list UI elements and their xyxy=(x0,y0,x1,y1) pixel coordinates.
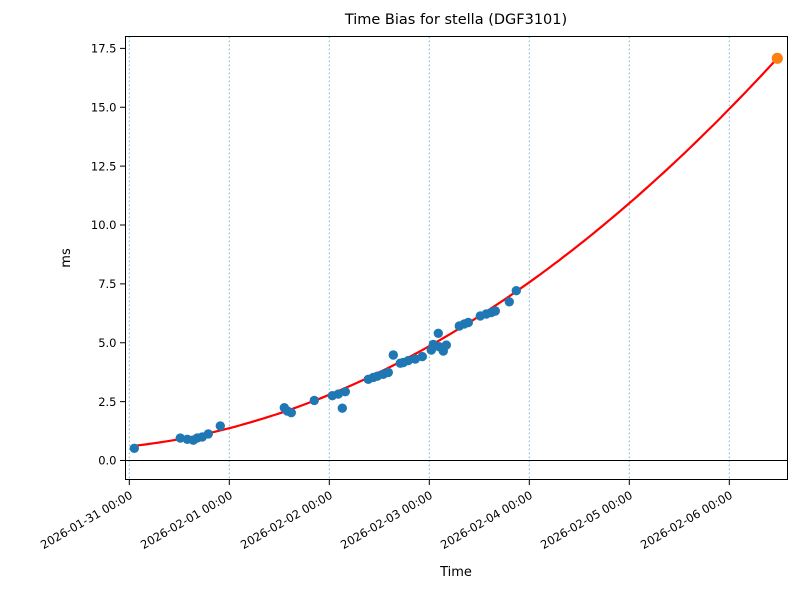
measurement-point xyxy=(340,387,350,397)
x-tick-label: 2026-02-01 00:00 xyxy=(138,488,235,552)
y-tick-label: 2.5 xyxy=(98,395,116,409)
scatter-series-measurements xyxy=(129,286,521,453)
measurement-point xyxy=(417,351,427,362)
measurement-point xyxy=(337,403,347,413)
measurement-point xyxy=(511,286,521,296)
scatter-series-predicted xyxy=(771,52,783,64)
measurement-point xyxy=(309,395,319,406)
chart-title: Time Bias for stella (DGF3101) xyxy=(344,12,567,28)
plot-frame xyxy=(125,36,788,480)
x-tick-label: 2026-02-05 00:00 xyxy=(538,488,635,552)
x-axis: 2026-01-31 00:00 2026-02-01 00:00 2026-02-… xyxy=(38,479,735,552)
y-axis-label: ms xyxy=(59,248,74,268)
y-tick-label: 15.0 xyxy=(91,100,117,114)
gridlines xyxy=(128,36,730,480)
measurement-point xyxy=(463,317,473,328)
y-tick-label: 17.5 xyxy=(91,42,117,56)
x-tick-label: 2026-02-03 00:00 xyxy=(338,488,435,552)
measurement-point xyxy=(129,443,139,453)
y-tick-label: 10.0 xyxy=(91,218,117,232)
fit-line xyxy=(133,57,779,447)
measurement-point xyxy=(286,408,296,418)
x-tick-label: 2026-02-06 00:00 xyxy=(638,488,735,552)
measurement-point xyxy=(403,355,413,366)
measurement-point xyxy=(433,328,443,338)
measurement-point xyxy=(215,421,225,431)
measurement-point xyxy=(441,340,451,350)
measurement-point xyxy=(504,297,514,307)
x-tick-label: 2026-02-02 00:00 xyxy=(238,488,335,552)
x-tick-label: 2026-02-04 00:00 xyxy=(438,488,535,552)
y-axis: 0.0 2.5 5.0 7.5 10.0 12.5 15.0 17.5 xyxy=(91,42,126,468)
y-tick-label: 12.5 xyxy=(91,159,117,173)
measurement-point xyxy=(388,350,398,360)
y-tick-label: 7.5 xyxy=(98,277,116,291)
predicted-point xyxy=(771,52,783,64)
x-tick-label: 2026-01-31 00:00 xyxy=(38,488,135,552)
measurement-point xyxy=(490,306,500,316)
y-tick-label: 0.0 xyxy=(98,454,116,468)
measurement-point xyxy=(175,433,185,443)
x-axis-label: Time xyxy=(439,565,472,580)
measurement-point xyxy=(203,429,213,439)
y-tick-label: 5.0 xyxy=(98,336,116,350)
measurement-point xyxy=(383,367,393,378)
